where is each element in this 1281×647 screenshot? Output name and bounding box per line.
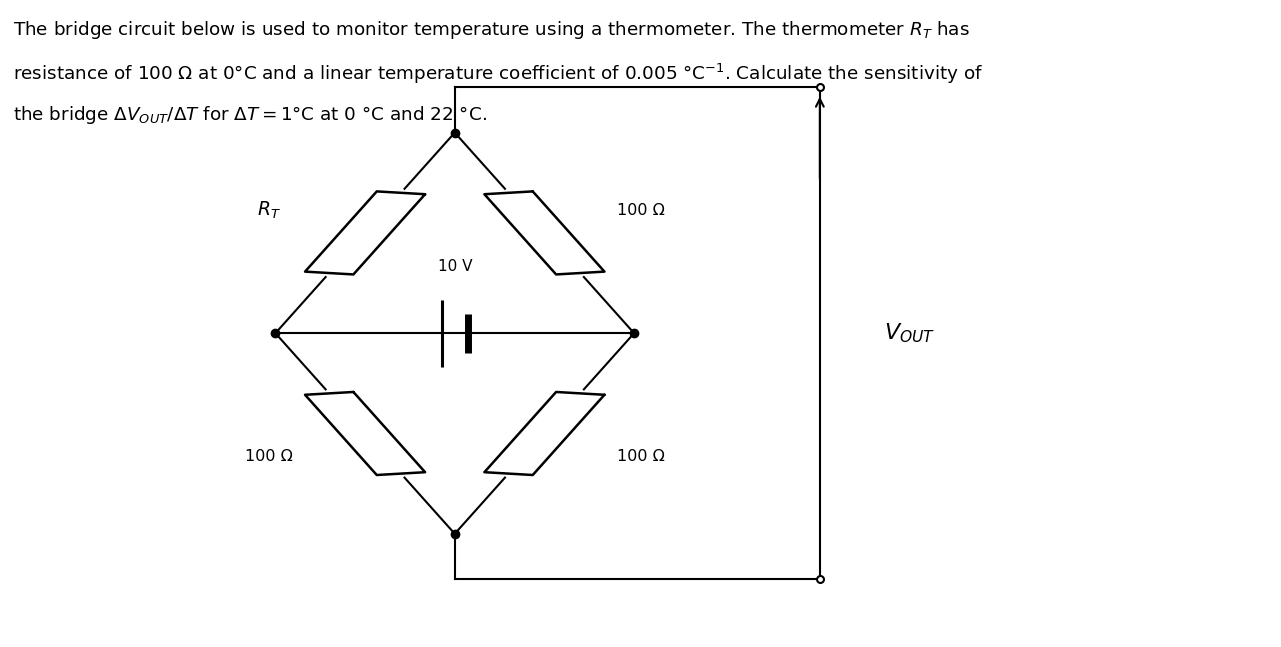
Text: the bridge $\Delta V_{OUT}/\Delta T$ for $\Delta T = 1$°C at 0 °C and 22 °C.: the bridge $\Delta V_{OUT}/\Delta T$ for… xyxy=(13,104,487,126)
Text: 100 Ω: 100 Ω xyxy=(616,203,665,218)
Text: $R_T$: $R_T$ xyxy=(257,200,281,221)
Text: The bridge circuit below is used to monitor temperature using a thermometer. The: The bridge circuit below is used to moni… xyxy=(13,19,970,41)
Text: resistance of 100 $\Omega$ at 0°C and a linear temperature coefficient of 0.005 : resistance of 100 $\Omega$ at 0°C and a … xyxy=(13,61,983,85)
Text: 100 Ω: 100 Ω xyxy=(245,448,293,464)
Text: 10 V: 10 V xyxy=(438,259,471,274)
Text: 100 Ω: 100 Ω xyxy=(616,448,665,464)
Text: $V_{OUT}$: $V_{OUT}$ xyxy=(884,322,935,345)
